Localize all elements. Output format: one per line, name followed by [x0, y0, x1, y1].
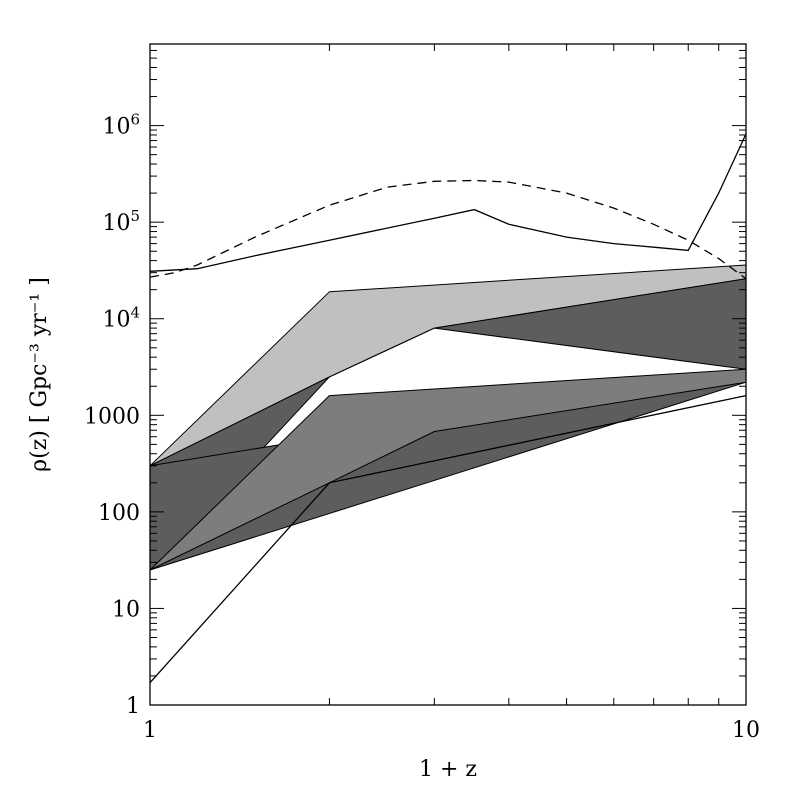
- y-tick-label: 100: [98, 501, 140, 526]
- y-tick-label: 104: [102, 304, 140, 333]
- bands-layer: [149, 264, 747, 571]
- y-axis-title: ρ(z) [ Gpc⁻³ yr⁻¹ ]: [27, 277, 52, 472]
- plot-frame: [149, 43, 747, 706]
- x-axis-title: 1 + z: [419, 757, 477, 782]
- y-tick-label: 1000: [84, 404, 140, 429]
- y-tick-label: 10: [112, 597, 140, 622]
- y-tick-label: 106: [102, 111, 140, 140]
- dashed-curve-3: [149, 179, 747, 280]
- solid-curve-2: [149, 133, 747, 272]
- labels-layer: 1 10 100 1000 104 105 106 1 10: [84, 111, 760, 743]
- y-tick-label: 1: [126, 694, 140, 719]
- solid-curve-1: [149, 394, 747, 684]
- lines-layer: [149, 133, 747, 684]
- x-tick-label: 10: [732, 718, 760, 743]
- x-tick-label: 1: [143, 718, 157, 743]
- ticks-layer: [149, 43, 747, 706]
- y-tick-label: 105: [102, 207, 140, 236]
